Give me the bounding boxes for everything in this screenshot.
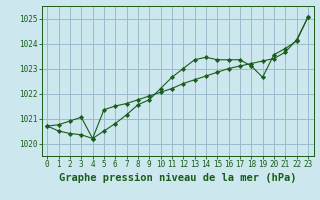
X-axis label: Graphe pression niveau de la mer (hPa): Graphe pression niveau de la mer (hPa) xyxy=(59,173,296,183)
